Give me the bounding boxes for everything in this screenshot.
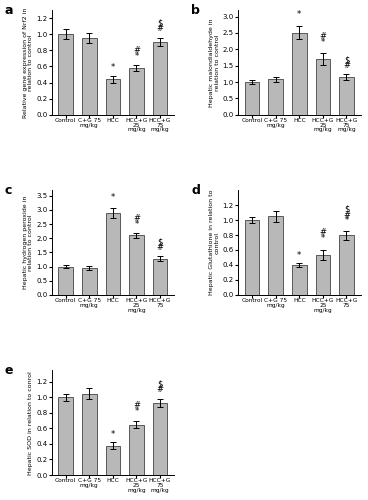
Bar (153, 403, 167, 475)
Bar (129, 68, 144, 114)
Text: $: $ (158, 238, 163, 246)
Text: #: # (343, 210, 350, 220)
Text: $: $ (344, 205, 349, 214)
Text: c: c (5, 184, 12, 197)
Text: #: # (133, 402, 140, 410)
Text: #: # (156, 24, 163, 34)
Bar (59, 34, 73, 114)
Text: *: * (111, 63, 115, 72)
Text: d: d (191, 184, 200, 197)
Bar (268, 80, 283, 114)
Text: #: # (133, 214, 140, 224)
Text: *: * (134, 407, 139, 416)
Bar (245, 82, 259, 114)
Bar (316, 255, 330, 295)
Text: #: # (319, 32, 326, 41)
Bar (82, 268, 96, 295)
Bar (59, 398, 73, 475)
Text: *: * (297, 250, 301, 260)
Text: *: * (111, 194, 115, 202)
Bar (292, 265, 307, 295)
Bar (316, 59, 330, 114)
Text: *: * (134, 220, 139, 229)
Bar (129, 424, 144, 475)
Text: #: # (319, 228, 326, 237)
Y-axis label: Hepatic SOD in relation to conrol: Hepatic SOD in relation to conrol (28, 371, 33, 474)
Bar (339, 77, 354, 114)
Bar (106, 80, 120, 114)
Text: $: $ (344, 55, 349, 64)
Bar (129, 236, 144, 295)
Bar (106, 446, 120, 475)
Text: #: # (133, 46, 140, 55)
Text: *: * (297, 10, 301, 19)
Text: #: # (156, 244, 163, 252)
Bar (82, 38, 96, 115)
Text: *: * (321, 38, 325, 46)
Y-axis label: Hepatic malondialdehyde in
relation to control: Hepatic malondialdehyde in relation to c… (209, 18, 220, 106)
Text: $: $ (158, 18, 163, 28)
Text: #: # (156, 386, 163, 394)
Text: *: * (321, 234, 325, 243)
Bar (106, 213, 120, 295)
Text: a: a (5, 4, 13, 16)
Bar (245, 220, 259, 295)
Text: b: b (191, 4, 200, 16)
Text: e: e (5, 364, 13, 377)
Bar (59, 266, 73, 295)
Text: $: $ (158, 380, 163, 388)
Bar (268, 216, 283, 295)
Bar (153, 42, 167, 115)
Bar (82, 394, 96, 475)
Bar (292, 33, 307, 114)
Bar (339, 235, 354, 295)
Y-axis label: Hepatic Glutathione in relation to
control: Hepatic Glutathione in relation to contr… (209, 190, 220, 295)
Text: *: * (134, 52, 139, 61)
Y-axis label: Relative gene expression of Nrf2 in
relation to control: Relative gene expression of Nrf2 in rela… (23, 7, 33, 117)
Text: *: * (111, 430, 115, 438)
Bar (153, 258, 167, 295)
Y-axis label: Hepatic hydrogen peroxide in
relation to control: Hepatic hydrogen peroxide in relation to… (23, 196, 33, 289)
Text: #: # (343, 61, 350, 70)
Text: *: * (344, 216, 348, 226)
